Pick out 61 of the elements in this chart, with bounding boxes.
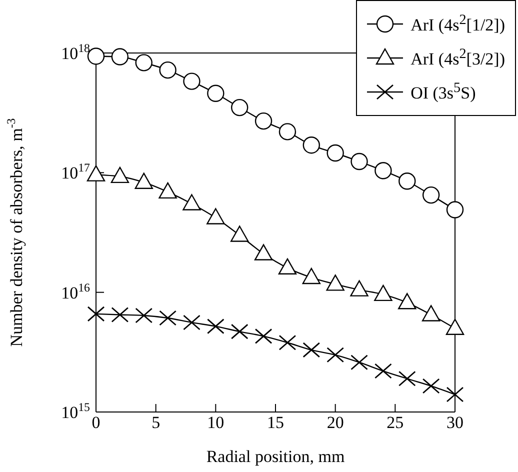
- x-tick-label: 5: [152, 413, 160, 432]
- point: [110, 166, 130, 184]
- y-tick-label: 10$^{16}$: [61, 280, 90, 302]
- x-tick-label: 10: [207, 413, 224, 432]
- y-tick-label: 10$^{17}$: [61, 160, 90, 183]
- point: [183, 314, 200, 330]
- point: [278, 258, 297, 275]
- point: [350, 280, 368, 296]
- point: [182, 194, 201, 210]
- point: [135, 54, 152, 72]
- point: [326, 274, 344, 291]
- legend-label: ArI (4s$^{2}$[3/2]): [410, 46, 505, 70]
- point: [446, 318, 464, 335]
- point: [183, 72, 200, 90]
- point: [446, 386, 464, 402]
- point: [350, 354, 368, 370]
- legend-label: OI (3s$^{5}$S): [410, 80, 476, 104]
- point: [398, 172, 416, 190]
- point: [302, 268, 320, 284]
- point: [134, 172, 153, 189]
- point: [159, 61, 176, 79]
- point: [398, 370, 416, 386]
- point: [158, 182, 177, 199]
- point: [326, 347, 344, 363]
- point: [278, 334, 296, 350]
- point: [326, 144, 344, 162]
- point: [231, 98, 248, 116]
- point: [254, 244, 273, 260]
- point: [206, 318, 224, 334]
- x-axis-title: Radial position, mm: [206, 447, 345, 466]
- point: [111, 307, 129, 322]
- point: [278, 123, 296, 140]
- point: [374, 162, 392, 180]
- point: [206, 208, 225, 224]
- point: [302, 342, 320, 358]
- point: [422, 305, 440, 322]
- point: [135, 308, 153, 324]
- point: [159, 310, 176, 326]
- x-tick-label: 25: [386, 413, 404, 432]
- point: [111, 48, 129, 66]
- point: [350, 152, 368, 170]
- point: [398, 293, 416, 310]
- point: [446, 201, 464, 218]
- point: [230, 324, 248, 340]
- point: [87, 306, 105, 322]
- point: [302, 136, 320, 154]
- x-tick-label: 0: [92, 413, 100, 432]
- legend-label: ArI (4s$^{2}$[1/2]): [410, 12, 505, 36]
- point: [422, 186, 440, 204]
- point: [374, 284, 392, 302]
- x-tick-label: 20: [326, 413, 344, 432]
- y-tick-label: 10$^{15}$: [61, 400, 90, 422]
- point: [254, 328, 272, 344]
- point: [230, 226, 249, 242]
- x-tick-label: 15: [267, 413, 284, 432]
- point: [422, 378, 440, 394]
- point: [254, 112, 272, 130]
- point: [207, 84, 224, 102]
- point: [374, 363, 392, 379]
- x-tick-label: 30: [446, 413, 464, 432]
- y-tick-label: 10$^{18}$: [61, 41, 90, 63]
